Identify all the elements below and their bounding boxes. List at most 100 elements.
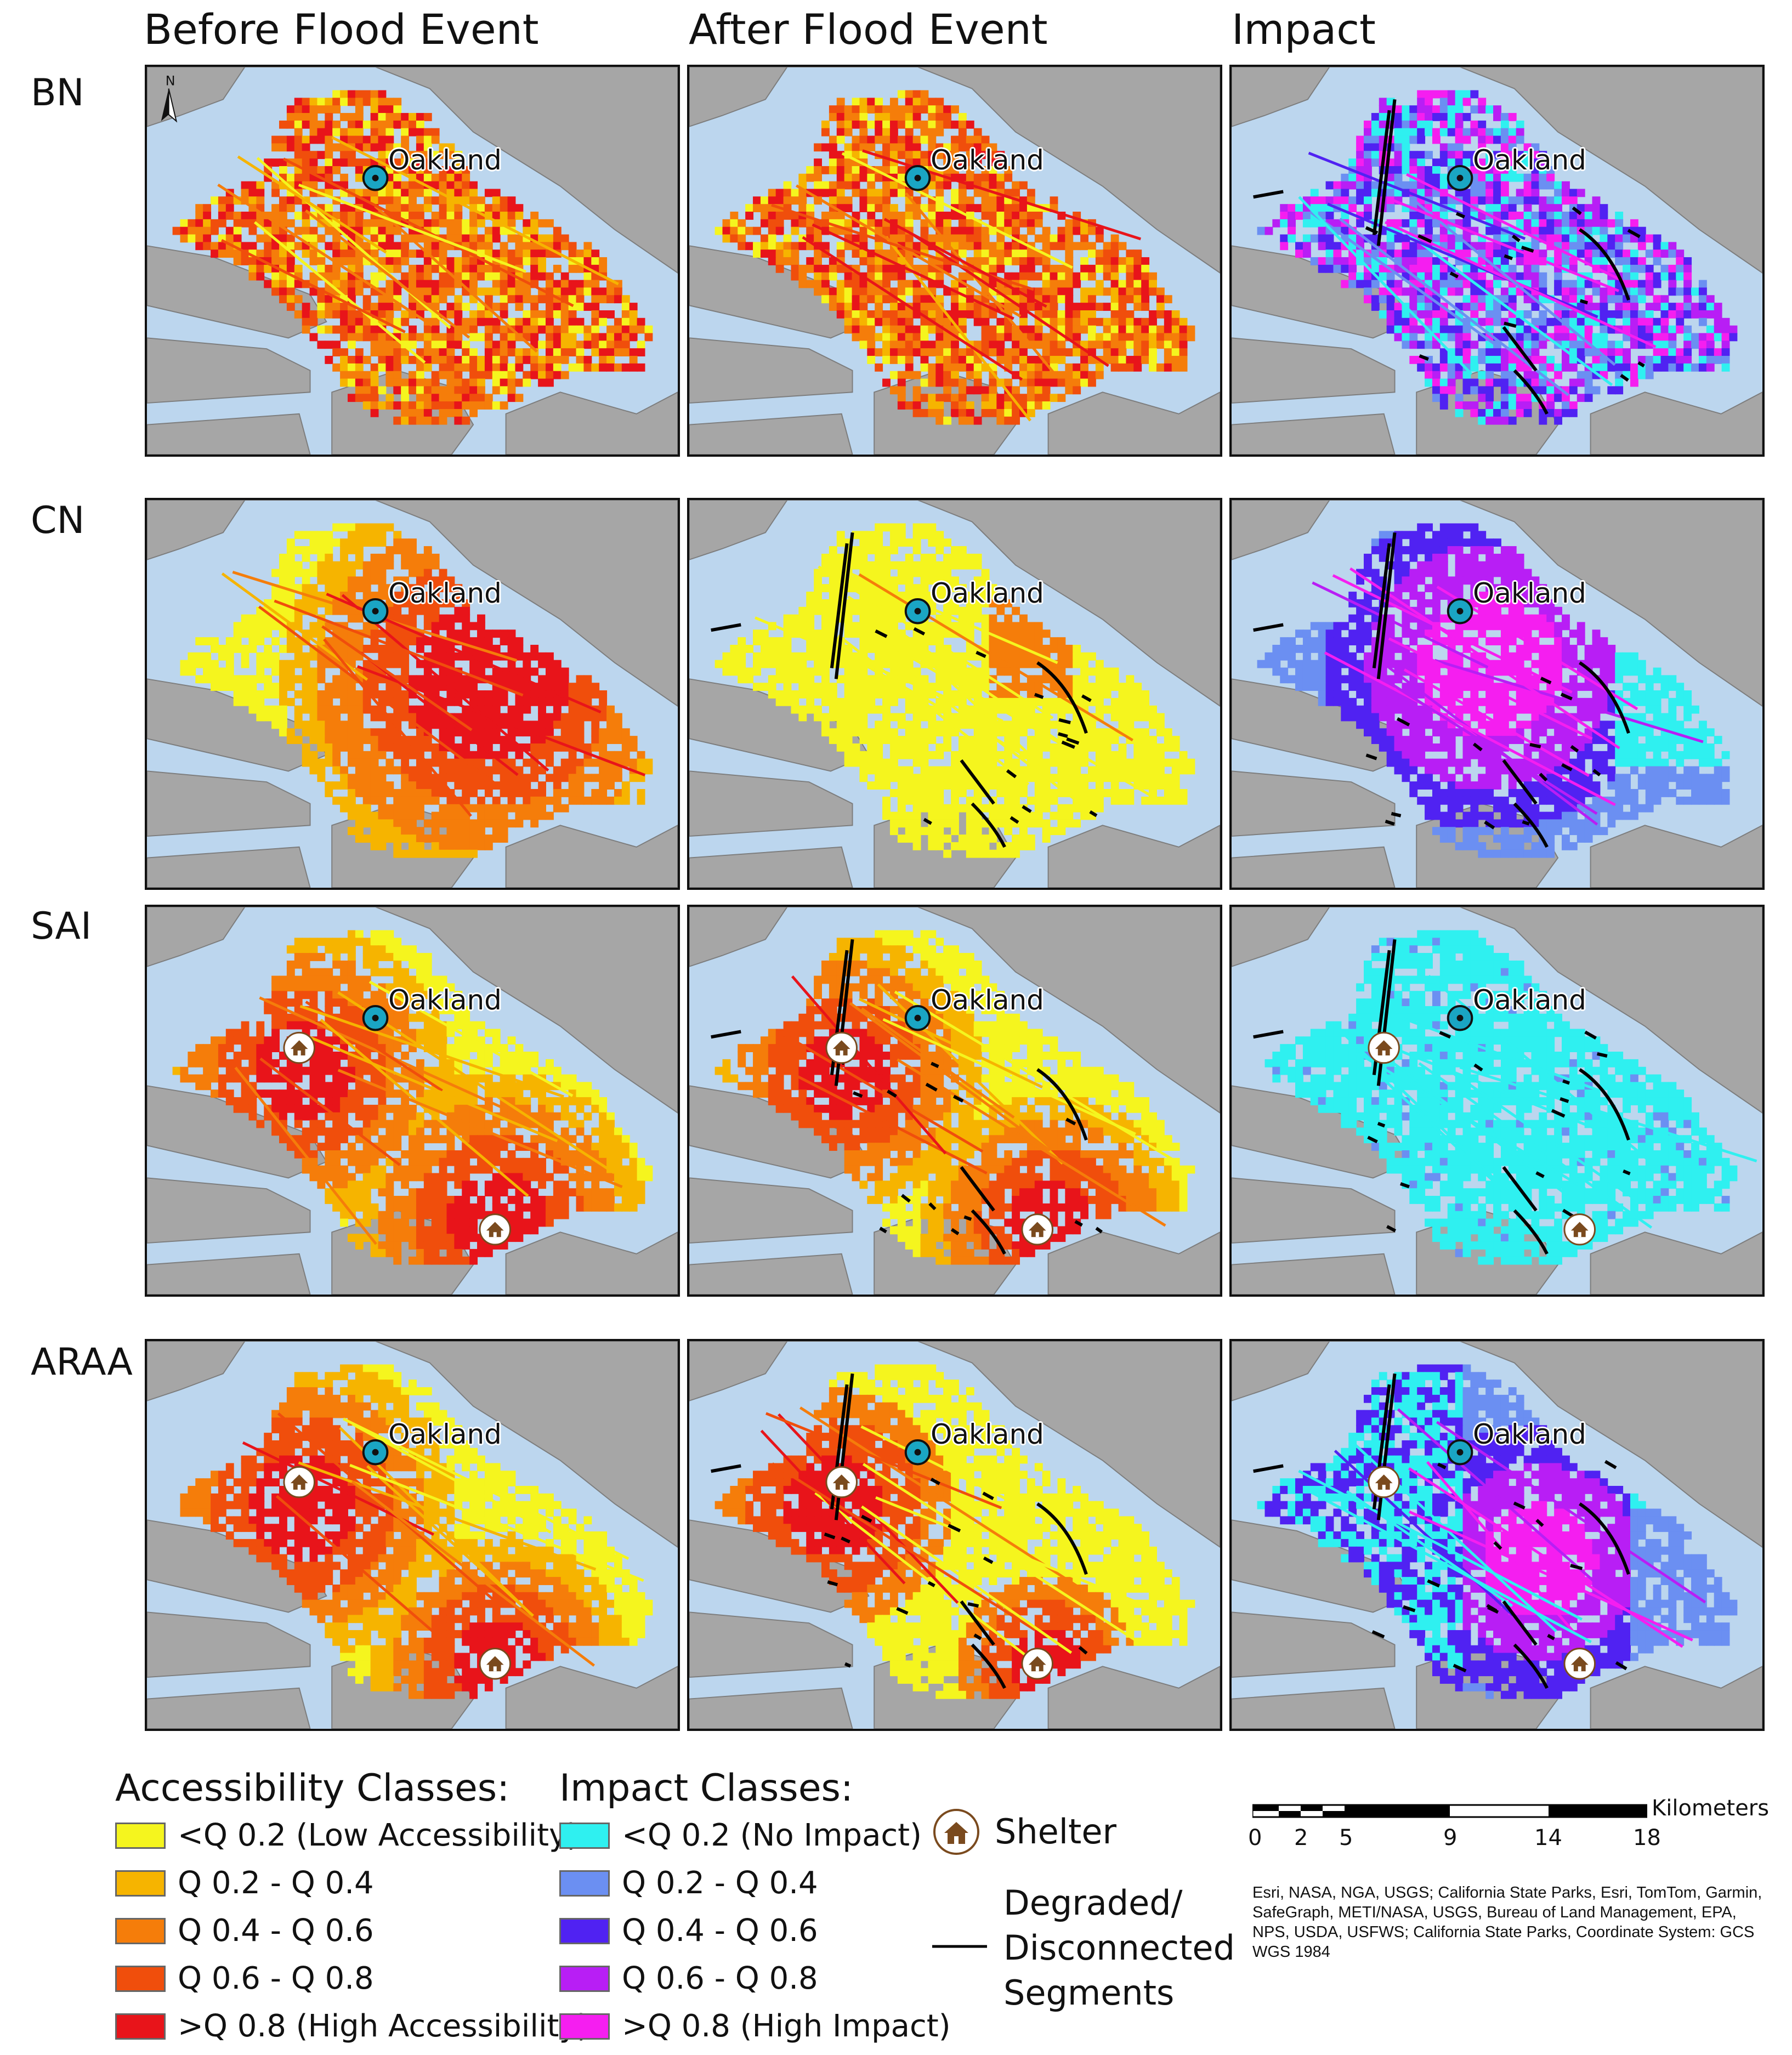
network-cell (1171, 356, 1180, 364)
network-cell (362, 531, 371, 540)
network-cell (286, 219, 295, 228)
network-cell (606, 751, 615, 759)
network-cell (629, 356, 638, 364)
network-cell (928, 98, 937, 106)
network-cell (1318, 204, 1326, 213)
network-cell (195, 675, 204, 684)
network-cell (1668, 272, 1677, 281)
network-cell (515, 637, 524, 646)
network-cell (1126, 280, 1135, 288)
network-cell (599, 287, 608, 296)
network-cell (928, 378, 937, 387)
network-cell (753, 204, 761, 213)
network-cell (814, 257, 822, 265)
network-cell (943, 105, 952, 114)
network-cell (1103, 333, 1112, 342)
network-cell (1371, 128, 1380, 137)
network-cell (477, 804, 485, 813)
network-cell (416, 758, 424, 767)
network-cell (439, 569, 447, 577)
network-cell (1042, 310, 1051, 319)
network-cell (500, 637, 508, 646)
network-cell (1462, 386, 1471, 395)
network-cell (912, 105, 921, 114)
network-cell (416, 774, 424, 782)
network-cell (462, 622, 470, 631)
network-cell (1523, 143, 1532, 152)
network-cell (606, 325, 615, 334)
network-cell (271, 257, 280, 265)
network-cell (325, 538, 333, 547)
network-cell (1478, 105, 1487, 114)
network-cell (370, 363, 379, 372)
network-cell (882, 340, 891, 349)
network-cell (1600, 325, 1608, 334)
network-cell (1576, 394, 1585, 402)
road-network (714, 90, 1195, 425)
network-cell (1356, 151, 1364, 160)
network-cell (469, 264, 478, 273)
network-cell (439, 204, 447, 213)
network-cell (416, 287, 424, 296)
network-cell (1721, 340, 1730, 349)
network-cell (966, 135, 974, 144)
network-cell (1050, 356, 1058, 364)
network-cell (1478, 173, 1487, 182)
network-cell (606, 766, 615, 775)
network-cell (1409, 113, 1418, 121)
network-cell (431, 317, 440, 326)
map-canvas (689, 67, 1220, 455)
network-cell (507, 713, 516, 722)
network-cell (836, 135, 845, 144)
network-cell (897, 356, 906, 364)
network-cell (1439, 272, 1448, 281)
network-cell (484, 804, 493, 813)
network-cell (606, 796, 615, 805)
network-cell (560, 348, 569, 357)
network-cell (1156, 363, 1165, 372)
network-cell (1110, 264, 1119, 273)
network-cell (1493, 378, 1501, 387)
network-cell (431, 280, 440, 288)
network-cell (416, 804, 424, 813)
network-cell (286, 287, 295, 296)
network-cell (347, 697, 356, 706)
network-cell (576, 728, 585, 737)
network-cell (439, 166, 447, 174)
network-cell (393, 249, 402, 258)
network-cell (560, 272, 569, 281)
network-cell (286, 683, 295, 691)
network-cell (538, 660, 546, 668)
network-cell (515, 212, 524, 220)
network-cell (195, 204, 204, 213)
network-cell (477, 667, 485, 676)
network-cell (1462, 303, 1471, 311)
network-cell (1310, 189, 1319, 197)
network-cell (814, 173, 822, 182)
network-cell (1439, 310, 1448, 319)
network-cell (1660, 356, 1669, 364)
network-cell (545, 758, 554, 767)
network-cell (560, 310, 569, 319)
network-cell (629, 348, 638, 357)
network-cell (1402, 340, 1410, 349)
network-cell (1110, 356, 1119, 364)
network-cell (1073, 317, 1081, 326)
network-cell (1402, 325, 1410, 334)
network-cell (416, 363, 424, 372)
network-cell (317, 743, 326, 752)
network-cell (905, 340, 914, 349)
network-cell (355, 599, 364, 608)
network-cell (538, 796, 546, 805)
network-cell (347, 158, 356, 167)
network-cell (943, 394, 952, 402)
network-cell (1080, 295, 1088, 304)
network-cell (1531, 378, 1540, 387)
network-cell (1409, 340, 1418, 349)
network-cell (401, 629, 410, 638)
network-cell (1714, 356, 1722, 364)
network-cell (981, 242, 990, 251)
network-cell (294, 242, 303, 251)
network-cell (325, 113, 333, 121)
network-cell (423, 363, 432, 372)
